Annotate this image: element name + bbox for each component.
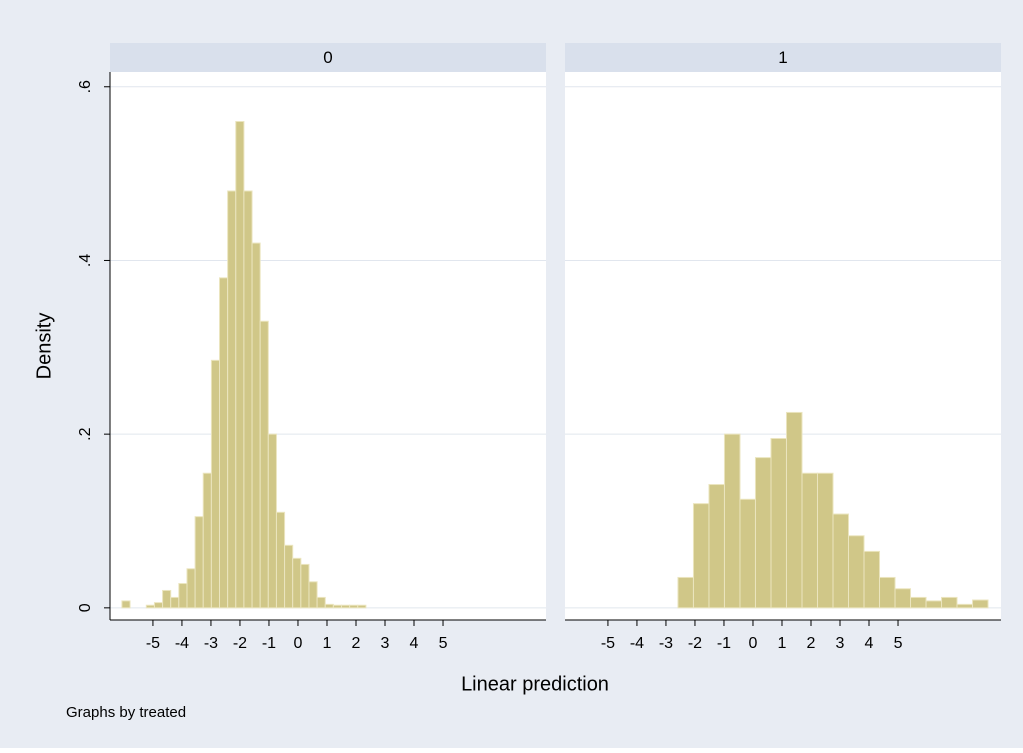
x-tick-label: 4 bbox=[410, 635, 419, 652]
plot-area bbox=[110, 72, 546, 620]
x-tick-label: -4 bbox=[630, 635, 644, 652]
bar bbox=[332, 604, 342, 609]
bar bbox=[186, 568, 196, 609]
bar bbox=[848, 535, 865, 609]
bar bbox=[340, 604, 351, 609]
bar bbox=[243, 190, 253, 609]
bar bbox=[227, 190, 237, 609]
bar bbox=[739, 498, 756, 609]
bar bbox=[357, 604, 367, 609]
x-tick-label: 1 bbox=[778, 635, 787, 652]
x-tick-label: 0 bbox=[294, 635, 303, 652]
bar bbox=[202, 472, 212, 609]
bar bbox=[121, 600, 131, 609]
x-tick-label: 5 bbox=[894, 635, 903, 652]
x-tick-label: -3 bbox=[204, 635, 218, 652]
panel-title: 1 bbox=[778, 48, 787, 67]
x-tick-label: 2 bbox=[807, 635, 816, 652]
x-tick-label: -2 bbox=[233, 635, 247, 652]
strip bbox=[110, 43, 546, 72]
bar bbox=[708, 484, 725, 609]
bar bbox=[300, 563, 310, 609]
bar bbox=[832, 513, 850, 609]
bar bbox=[210, 359, 221, 609]
x-axis-title: Linear prediction bbox=[461, 673, 609, 695]
bar bbox=[251, 242, 261, 609]
bar bbox=[770, 437, 787, 609]
x-tick-label: -5 bbox=[146, 635, 160, 652]
bar bbox=[316, 596, 326, 609]
bar bbox=[308, 581, 318, 609]
x-tick-label: -1 bbox=[262, 635, 276, 652]
bar bbox=[956, 603, 974, 609]
x-tick-label: -5 bbox=[601, 635, 615, 652]
x-tick-label: 4 bbox=[865, 635, 874, 652]
bar bbox=[259, 320, 269, 609]
x-tick-label: 3 bbox=[836, 635, 845, 652]
strip bbox=[565, 43, 1001, 72]
bar bbox=[879, 576, 896, 609]
x-tick-label: -2 bbox=[688, 635, 702, 652]
bar bbox=[324, 603, 334, 609]
bar bbox=[219, 277, 229, 609]
bar bbox=[692, 503, 710, 609]
bar bbox=[863, 550, 881, 609]
x-tick-label: -3 bbox=[659, 635, 673, 652]
x-tick-label: -4 bbox=[175, 635, 189, 652]
bar bbox=[178, 583, 188, 609]
bar bbox=[894, 588, 912, 609]
bar bbox=[292, 557, 302, 609]
y-tick-label: 0 bbox=[77, 603, 94, 612]
x-tick-label: -1 bbox=[717, 635, 731, 652]
y-tick-label: .4 bbox=[77, 254, 94, 267]
bar bbox=[145, 604, 155, 609]
bar bbox=[801, 472, 818, 609]
bar bbox=[925, 600, 943, 609]
bar bbox=[941, 596, 958, 609]
bar bbox=[267, 433, 277, 609]
bar bbox=[349, 604, 359, 609]
bar bbox=[275, 511, 286, 609]
bar bbox=[153, 602, 164, 609]
bar bbox=[754, 457, 772, 609]
bar bbox=[816, 472, 834, 609]
panel-title: 0 bbox=[323, 48, 332, 67]
y-axis-title: Density bbox=[33, 313, 55, 380]
x-tick-label: 5 bbox=[439, 635, 448, 652]
bar bbox=[972, 599, 989, 609]
bar bbox=[170, 596, 180, 609]
x-tick-label: 1 bbox=[323, 635, 332, 652]
bar bbox=[910, 596, 927, 609]
x-tick-label: 0 bbox=[749, 635, 758, 652]
bar bbox=[284, 544, 294, 609]
bar bbox=[162, 589, 172, 609]
note: Graphs by treated bbox=[66, 704, 186, 721]
y-tick-label: .2 bbox=[77, 427, 94, 440]
bar bbox=[194, 516, 204, 609]
bar bbox=[723, 433, 741, 609]
bar bbox=[677, 576, 694, 609]
bar bbox=[235, 121, 245, 609]
x-tick-label: 2 bbox=[352, 635, 361, 652]
y-tick-label: .6 bbox=[77, 80, 94, 93]
bar bbox=[785, 411, 803, 609]
x-tick-label: 3 bbox=[381, 635, 390, 652]
